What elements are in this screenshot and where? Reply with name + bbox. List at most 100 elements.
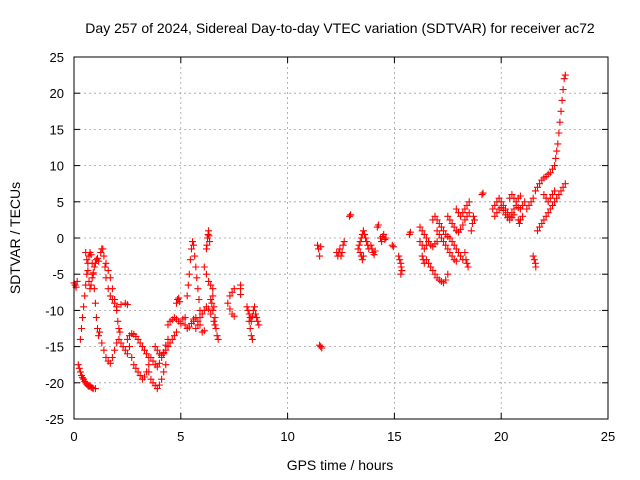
data-point <box>181 321 189 329</box>
data-point <box>427 263 435 271</box>
data-point <box>553 194 561 202</box>
data-point <box>92 314 100 322</box>
y-axis-label: SDTVAR / TECUs <box>7 182 23 294</box>
data-point <box>420 230 428 238</box>
data-point <box>98 339 106 347</box>
data-point <box>359 252 367 260</box>
data-point <box>418 227 426 235</box>
data-point <box>123 350 131 358</box>
data-point <box>189 238 196 246</box>
data-points <box>70 71 569 393</box>
data-point <box>73 277 81 285</box>
data-point <box>97 249 105 256</box>
data-point <box>145 368 153 376</box>
y-tick-label: -25 <box>45 412 64 427</box>
data-point <box>367 241 375 249</box>
data-point <box>176 298 184 306</box>
data-point <box>76 368 84 376</box>
data-point <box>195 296 203 303</box>
data-point <box>80 303 88 311</box>
data-point <box>465 209 473 217</box>
data-point <box>516 192 524 200</box>
data-point <box>162 361 170 369</box>
data-point <box>442 276 450 284</box>
data-point <box>440 227 447 235</box>
data-point <box>450 241 458 249</box>
data-point <box>184 281 192 289</box>
data-point <box>211 321 219 329</box>
data-point <box>186 256 194 264</box>
data-point <box>553 147 561 155</box>
data-point <box>193 274 201 282</box>
data-point <box>166 339 174 347</box>
data-point <box>491 212 499 220</box>
data-point <box>94 254 101 262</box>
data-point <box>425 259 433 267</box>
data-point <box>237 291 245 298</box>
data-point <box>255 321 263 329</box>
data-point <box>84 267 92 275</box>
data-point <box>422 256 430 264</box>
data-point <box>521 198 529 206</box>
data-point <box>370 251 378 259</box>
data-point <box>151 343 159 351</box>
data-point <box>162 341 170 349</box>
data-point <box>457 252 465 260</box>
data-point <box>455 249 462 256</box>
data-point <box>463 212 471 220</box>
y-tick-label: -5 <box>52 267 64 282</box>
data-point <box>210 303 218 311</box>
data-point <box>190 241 198 249</box>
data-point <box>249 306 257 314</box>
data-point <box>495 194 503 202</box>
data-point <box>149 357 157 365</box>
data-point <box>94 325 101 332</box>
data-point <box>382 234 390 242</box>
data-point <box>208 299 216 307</box>
data-point <box>205 305 213 313</box>
data-point <box>508 191 516 199</box>
data-point <box>549 201 556 209</box>
chart-title: Day 257 of 2024, Sidereal Day-to-day VTE… <box>85 20 595 36</box>
data-point <box>117 301 125 309</box>
data-point <box>529 194 537 202</box>
data-point <box>114 317 122 325</box>
data-point <box>437 223 445 231</box>
data-point <box>214 335 222 343</box>
data-point <box>185 270 193 278</box>
data-point <box>143 350 151 358</box>
data-point <box>130 361 138 369</box>
data-point <box>115 335 123 343</box>
data-point <box>196 314 204 322</box>
data-point <box>211 314 219 322</box>
y-tick-label: 25 <box>50 50 64 65</box>
data-point <box>253 314 261 322</box>
data-point <box>435 230 443 238</box>
data-point <box>210 317 218 325</box>
y-tick-label: -10 <box>45 303 64 318</box>
data-point <box>416 238 424 246</box>
data-point <box>560 75 568 83</box>
data-point <box>389 243 397 251</box>
x-tick-label: 0 <box>70 429 77 444</box>
data-point <box>170 332 178 340</box>
data-point <box>431 212 439 220</box>
y-tick-label: 0 <box>57 231 64 246</box>
data-point <box>108 285 116 293</box>
data-point <box>452 257 460 265</box>
data-point <box>356 249 364 256</box>
data-point <box>446 216 454 224</box>
data-point <box>99 245 107 253</box>
data-point <box>141 373 148 381</box>
data-point <box>555 129 563 137</box>
grid-lines <box>74 57 608 419</box>
data-point <box>395 252 403 260</box>
data-point <box>183 292 191 300</box>
data-point <box>106 292 114 300</box>
data-point <box>230 285 238 293</box>
data-point <box>336 245 344 253</box>
data-point <box>117 339 125 347</box>
x-tick-label: 20 <box>494 429 508 444</box>
data-point <box>461 205 469 213</box>
